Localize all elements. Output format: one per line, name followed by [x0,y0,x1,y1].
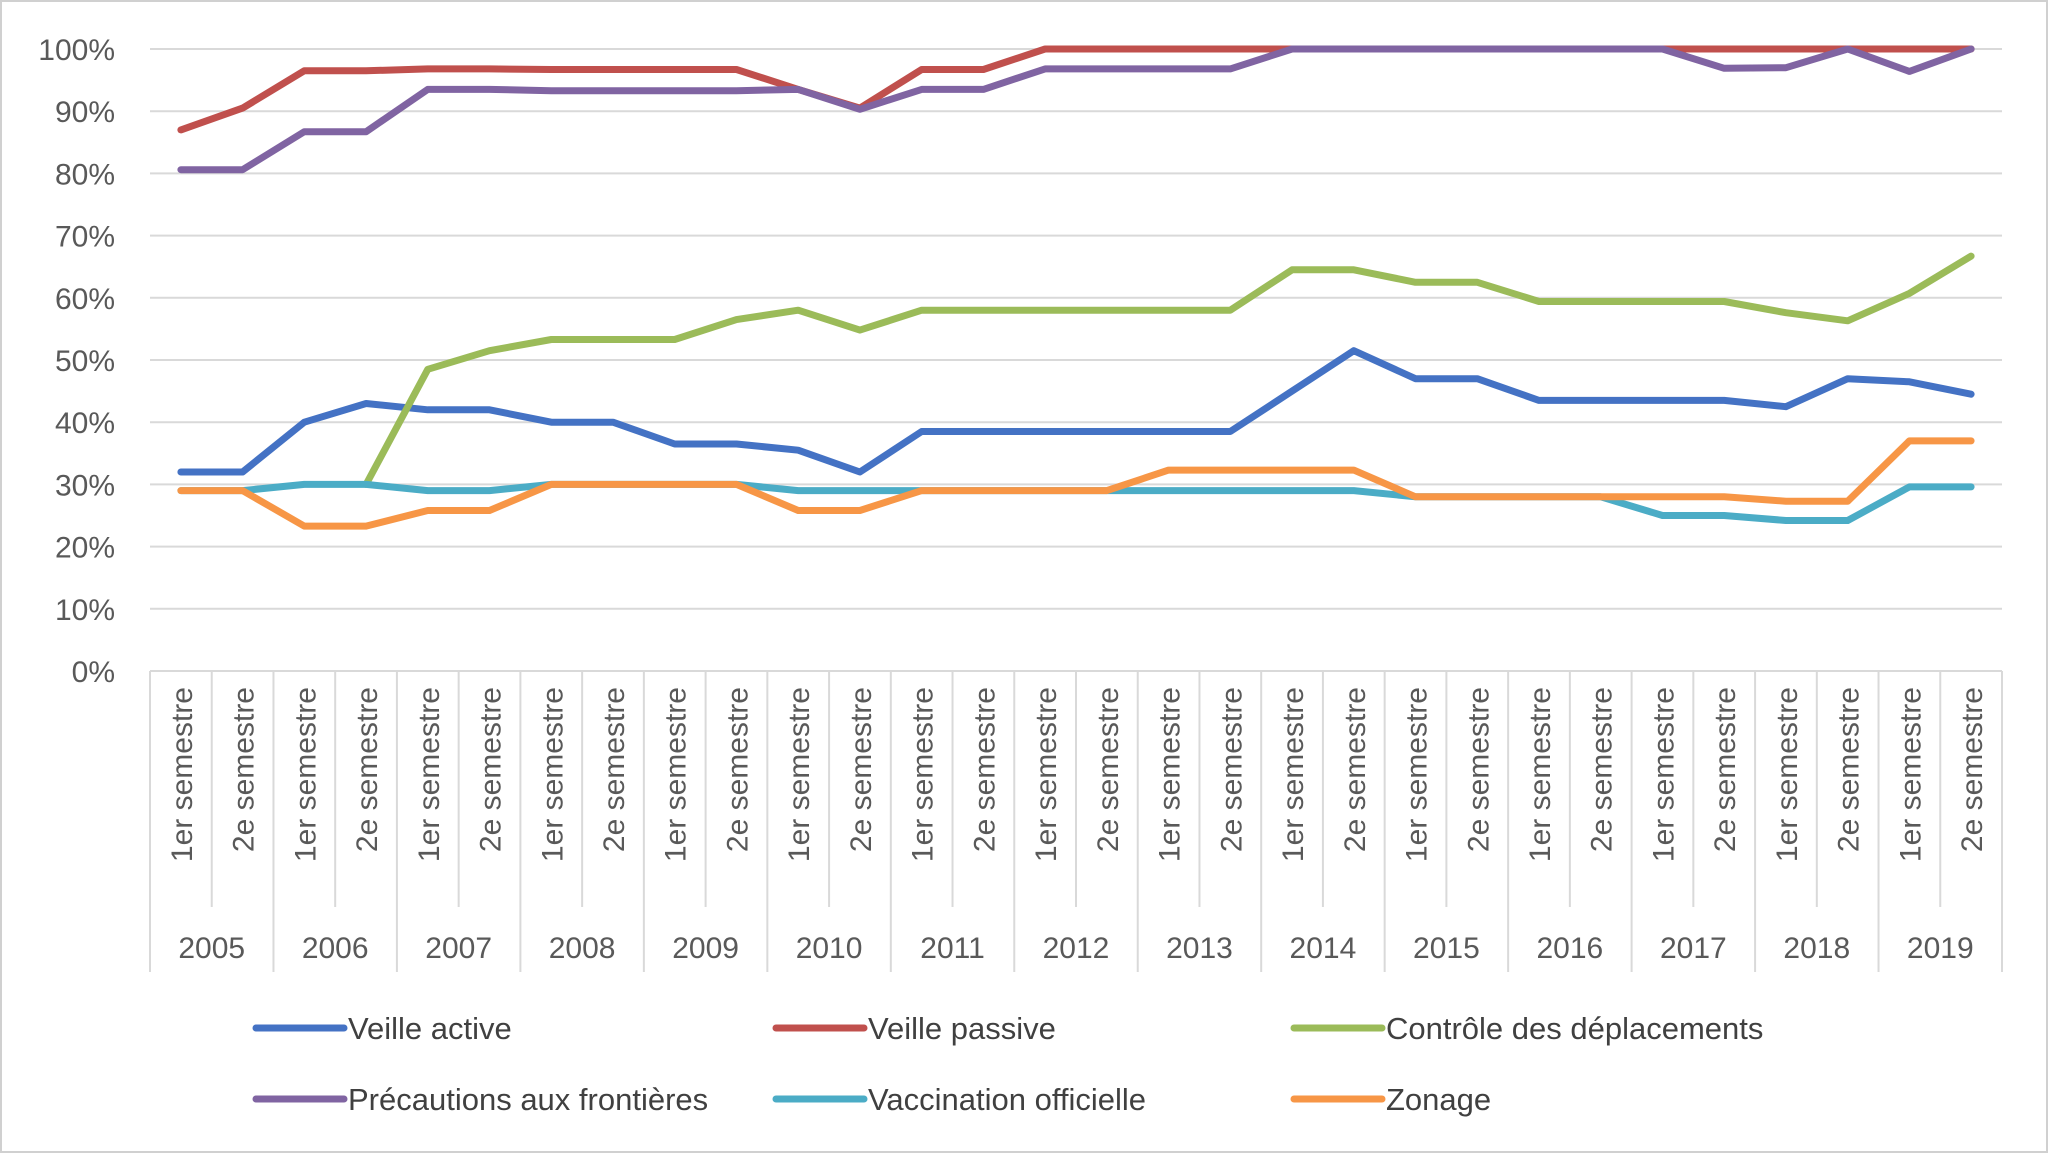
y-tick-label: 100% [38,34,115,67]
x-tick-label: 2e semestre [228,687,261,852]
x-year-label: 2014 [1290,932,1357,965]
x-tick-label: 1er semestre [1154,687,1187,862]
x-tick-label: 2e semestre [475,687,508,852]
legend-label: Veille active [348,1011,512,1046]
x-tick-label: 2e semestre [721,687,754,852]
x-year-label: 2016 [1536,932,1603,965]
y-tick-label: 50% [55,345,115,378]
y-tick-label: 80% [55,158,115,191]
x-tick-label: 2e semestre [845,687,878,852]
legend-label: Précautions aux frontières [348,1082,708,1117]
x-year-label: 2009 [672,932,739,965]
y-tick-label: 0% [72,656,115,689]
x-tick-label: 2e semestre [1092,687,1125,852]
x-tick-label: 1er semestre [1771,687,1804,862]
series-line-6 [177,437,1975,530]
x-tick-label: 1er semestre [166,687,199,862]
x-year-label: 2018 [1783,932,1850,965]
x-year-label: 2013 [1166,932,1233,965]
x-tick-label: 1er semestre [1277,687,1310,862]
x-year-label: 2012 [1043,932,1110,965]
x-tick-label: 1er semestre [1647,687,1680,862]
legend-label: Vaccination officielle [868,1082,1146,1117]
x-year-label: 2015 [1413,932,1480,965]
x-tick-label: 2e semestre [1339,687,1372,852]
x-tick-label: 2e semestre [1833,687,1866,852]
x-tick-label: 2e semestre [1215,687,1248,852]
x-tick-label: 2e semestre [598,687,631,852]
x-tick-label: 1er semestre [1894,687,1927,862]
x-tick-label: 1er semestre [289,687,322,862]
x-year-label: 2017 [1660,932,1727,965]
legend-label: Zonage [1386,1082,1491,1117]
x-year-label: 2007 [425,932,492,965]
x-tick-label: 2e semestre [968,687,1001,852]
series-line-1 [177,347,1975,476]
legend-label: Contrôle des déplacements [1386,1011,1763,1046]
x-tick-label: 1er semestre [783,687,816,862]
series-line-3 [362,252,1975,488]
legend-label: Veille passive [868,1011,1056,1046]
x-tick-label: 1er semestre [536,687,569,862]
x-tick-label: 2e semestre [1709,687,1742,852]
y-tick-label: 60% [55,283,115,316]
x-year-label: 2006 [302,932,369,965]
x-year-label: 2019 [1907,932,1974,965]
x-tick-label: 2e semestre [351,687,384,852]
x-tick-label: 1er semestre [1030,687,1063,862]
y-tick-label: 70% [55,221,115,254]
x-tick-label: 1er semestre [660,687,693,862]
x-tick-label: 1er semestre [413,687,446,862]
x-tick-label: 1er semestre [907,687,940,862]
y-tick-label: 40% [55,407,115,440]
x-year-label: 2011 [920,932,985,965]
x-tick-label: 1er semestre [1401,687,1434,862]
x-tick-label: 2e semestre [1956,687,1989,852]
y-tick-label: 20% [55,532,115,565]
x-year-label: 2010 [796,932,863,965]
series-line-4 [177,45,1975,174]
x-tick-label: 2e semestre [1586,687,1619,852]
x-year-label: 2008 [549,932,616,965]
x-tick-label: 1er semestre [1524,687,1557,862]
y-tick-label: 30% [55,469,115,502]
x-tick-label: 2e semestre [1462,687,1495,852]
x-year-label: 2005 [178,932,245,965]
y-tick-label: 90% [55,96,115,129]
y-tick-label: 10% [55,594,115,627]
